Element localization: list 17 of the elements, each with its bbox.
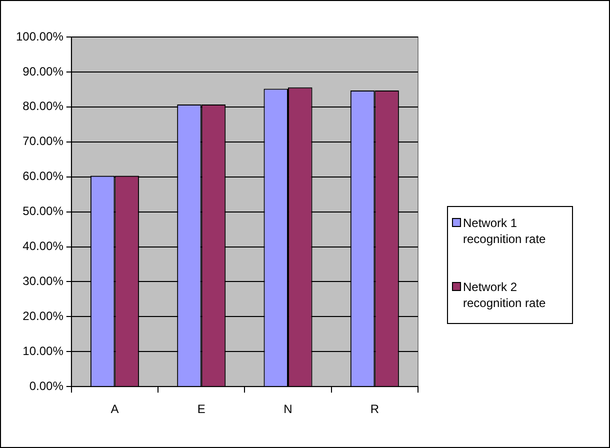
x-tick-label: E xyxy=(197,402,206,416)
y-tick-label: 50.00% xyxy=(22,204,64,218)
y-tick-label: 20.00% xyxy=(22,308,64,323)
y-tick-label: 10.00% xyxy=(22,344,64,358)
y-tick-label: 90.00% xyxy=(22,64,64,78)
y-tick-label: 40.00% xyxy=(22,239,64,254)
x-tick-label: R xyxy=(370,402,380,416)
y-tick-label: 60.00% xyxy=(22,169,64,184)
y-tick-label: 80.00% xyxy=(22,99,64,114)
y-tick-label: 0.00% xyxy=(29,378,64,393)
x-tick-label: N xyxy=(284,402,292,416)
x-tick-label: A xyxy=(110,402,119,416)
y-tick-label: 70.00% xyxy=(22,134,64,148)
y-tick-label: 30.00% xyxy=(22,274,64,288)
legend-label: Network 2 recognition rate xyxy=(463,279,547,311)
y-tick-label: 100.00% xyxy=(16,29,64,44)
legend-label: Network 1 recognition rate xyxy=(463,215,547,247)
